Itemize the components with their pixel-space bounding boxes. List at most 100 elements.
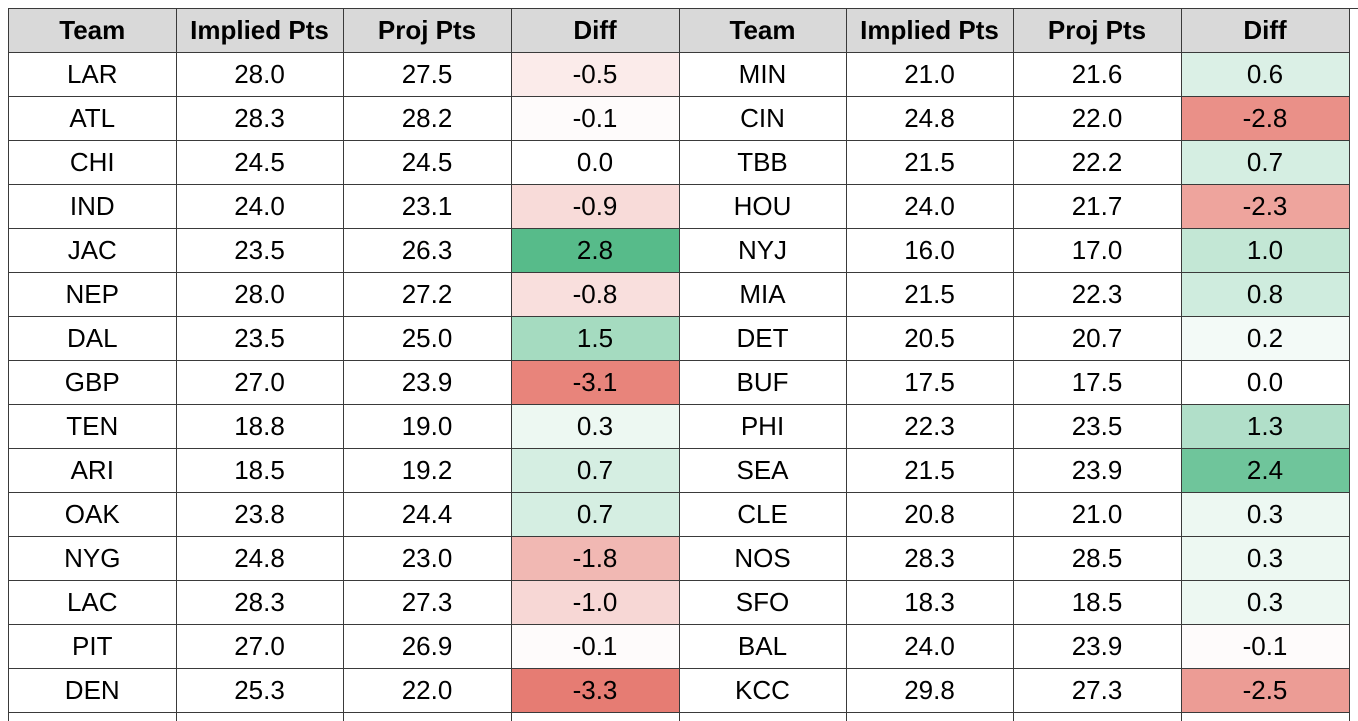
proj-pts-cell[interactable]: 28.2 xyxy=(343,97,511,141)
proj-pts-cell[interactable]: 27.3 xyxy=(1013,669,1181,713)
implied-pts-cell[interactable]: 22.3 xyxy=(846,405,1013,449)
proj-pts-cell[interactable]: 21.7 xyxy=(1013,185,1181,229)
implied-pts-cell[interactable]: 16.0 xyxy=(846,229,1013,273)
header-diff-right[interactable]: Diff xyxy=(1181,9,1349,53)
diff-cell[interactable]: -0.9 xyxy=(511,185,679,229)
team-cell[interactable]: HOU xyxy=(679,185,846,229)
proj-pts-cell[interactable]: 21.0 xyxy=(1013,493,1181,537)
implied-pts-cell[interactable]: 18.3 xyxy=(846,581,1013,625)
proj-pts-cell[interactable]: 23.1 xyxy=(343,185,511,229)
diff-cell[interactable]: 2.4 xyxy=(1181,449,1349,493)
implied-pts-cell[interactable]: 24.8 xyxy=(176,537,343,581)
implied-pts-cell[interactable]: 23.8 xyxy=(176,493,343,537)
team-cell[interactable]: OAK xyxy=(9,493,176,537)
diff-cell[interactable]: 0.2 xyxy=(1181,317,1349,361)
team-cell[interactable]: BUF xyxy=(679,361,846,405)
implied-pts-cell[interactable]: 23.5 xyxy=(176,317,343,361)
team-cell[interactable]: LAC xyxy=(9,581,176,625)
team-cell[interactable]: DEN xyxy=(9,669,176,713)
proj-pts-cell[interactable]: 20.7 xyxy=(1013,317,1181,361)
proj-pts-cell[interactable]: 21.6 xyxy=(1013,53,1181,97)
diff-cell[interactable]: 0.3 xyxy=(1181,581,1349,625)
proj-pts-cell[interactable]: 19.0 xyxy=(343,405,511,449)
implied-pts-cell[interactable]: 24.0 xyxy=(846,185,1013,229)
proj-pts-cell[interactable]: 18.5 xyxy=(1013,581,1181,625)
proj-pts-cell[interactable]: 25.0 xyxy=(343,317,511,361)
implied-pts-cell[interactable]: 21.5 xyxy=(846,273,1013,317)
header-team-right[interactable]: Team xyxy=(679,9,846,53)
team-cell[interactable]: TBB xyxy=(679,141,846,185)
team-cell[interactable]: SFO xyxy=(679,581,846,625)
header-implied-right[interactable]: Implied Pts xyxy=(846,9,1013,53)
diff-cell[interactable]: -2.8 xyxy=(1181,97,1349,141)
diff-cell[interactable]: -0.8 xyxy=(511,273,679,317)
diff-cell[interactable]: -0.1 xyxy=(511,625,679,669)
implied-pts-cell[interactable]: 29.8 xyxy=(846,669,1013,713)
proj-pts-cell[interactable]: 23.9 xyxy=(1013,625,1181,669)
diff-cell[interactable]: -3.1 xyxy=(511,361,679,405)
proj-pts-cell[interactable]: 23.0 xyxy=(343,537,511,581)
team-cell[interactable]: PHI xyxy=(679,405,846,449)
header-proj-right[interactable]: Proj Pts xyxy=(1013,9,1181,53)
team-cell[interactable]: MIN xyxy=(679,53,846,97)
diff-cell[interactable]: 0.3 xyxy=(511,405,679,449)
team-cell[interactable]: CHI xyxy=(9,141,176,185)
implied-pts-cell[interactable]: 20.5 xyxy=(846,317,1013,361)
implied-pts-cell[interactable]: 21.5 xyxy=(846,449,1013,493)
proj-pts-cell[interactable]: 26.9 xyxy=(343,625,511,669)
diff-cell[interactable]: 0.3 xyxy=(1181,493,1349,537)
proj-pts-cell[interactable]: 17.0 xyxy=(1013,229,1181,273)
proj-pts-cell[interactable]: 22.2 xyxy=(1013,141,1181,185)
proj-pts-cell[interactable]: 22.0 xyxy=(1013,97,1181,141)
proj-pts-cell[interactable]: 28.5 xyxy=(1013,537,1181,581)
header-implied-left[interactable]: Implied Pts xyxy=(176,9,343,53)
diff-cell[interactable]: -1.0 xyxy=(511,581,679,625)
team-cell[interactable]: MIA xyxy=(679,273,846,317)
proj-pts-cell[interactable]: 22.3 xyxy=(1013,273,1181,317)
implied-pts-cell[interactable]: 20.8 xyxy=(846,493,1013,537)
header-diff-left[interactable]: Diff xyxy=(511,9,679,53)
proj-pts-cell[interactable]: 27.3 xyxy=(343,581,511,625)
proj-pts-cell[interactable]: 19.2 xyxy=(343,449,511,493)
diff-cell[interactable]: 0.0 xyxy=(511,141,679,185)
diff-cell[interactable]: 0.0 xyxy=(1181,361,1349,405)
diff-cell[interactable]: 1.0 xyxy=(1181,229,1349,273)
diff-cell[interactable]: 0.3 xyxy=(1181,537,1349,581)
implied-pts-cell[interactable]: 21.5 xyxy=(846,141,1013,185)
team-cell[interactable]: NYG xyxy=(9,537,176,581)
implied-pts-cell[interactable]: 21.0 xyxy=(846,53,1013,97)
proj-pts-cell[interactable]: 17.5 xyxy=(1013,361,1181,405)
header-team-left[interactable]: Team xyxy=(9,9,176,53)
diff-cell[interactable]: 2.8 xyxy=(511,229,679,273)
proj-pts-cell[interactable]: 27.2 xyxy=(343,273,511,317)
team-cell[interactable]: DET xyxy=(679,317,846,361)
implied-pts-cell[interactable]: 18.8 xyxy=(176,405,343,449)
diff-cell[interactable]: -2.3 xyxy=(1181,185,1349,229)
diff-cell[interactable]: 0.7 xyxy=(511,493,679,537)
team-cell[interactable]: BAL xyxy=(679,625,846,669)
implied-pts-cell[interactable]: 27.0 xyxy=(176,361,343,405)
team-cell[interactable]: SEA xyxy=(679,449,846,493)
proj-pts-cell[interactable]: 23.5 xyxy=(1013,405,1181,449)
diff-cell[interactable]: -2.5 xyxy=(1181,669,1349,713)
diff-cell[interactable]: 0.7 xyxy=(511,449,679,493)
team-cell[interactable]: PIT xyxy=(9,625,176,669)
team-cell[interactable]: IND xyxy=(9,185,176,229)
team-cell[interactable]: GBP xyxy=(9,361,176,405)
team-cell[interactable]: CIN xyxy=(679,97,846,141)
implied-pts-cell[interactable]: 17.5 xyxy=(846,361,1013,405)
implied-pts-cell[interactable]: 28.0 xyxy=(176,53,343,97)
team-cell[interactable]: NYJ xyxy=(679,229,846,273)
implied-pts-cell[interactable]: 28.3 xyxy=(176,581,343,625)
team-cell[interactable]: JAC xyxy=(9,229,176,273)
implied-pts-cell[interactable]: 24.0 xyxy=(846,625,1013,669)
proj-pts-cell[interactable]: 26.3 xyxy=(343,229,511,273)
diff-cell[interactable]: 0.8 xyxy=(1181,273,1349,317)
header-proj-left[interactable]: Proj Pts xyxy=(343,9,511,53)
team-cell[interactable]: ARI xyxy=(9,449,176,493)
team-cell[interactable]: KCC xyxy=(679,669,846,713)
team-cell[interactable]: NEP xyxy=(9,273,176,317)
diff-cell[interactable]: 0.7 xyxy=(1181,141,1349,185)
team-cell[interactable]: ATL xyxy=(9,97,176,141)
diff-cell[interactable]: 1.3 xyxy=(1181,405,1349,449)
